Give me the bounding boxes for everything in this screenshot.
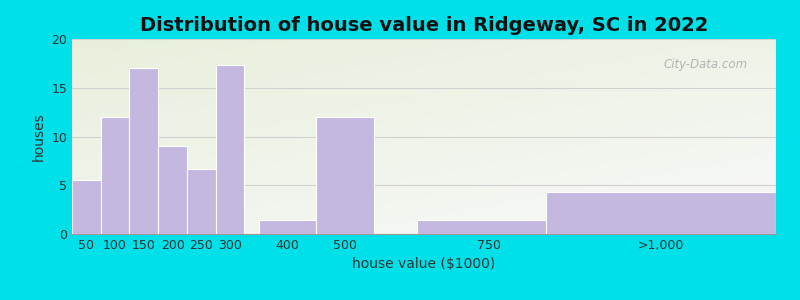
Bar — [546, 192, 776, 234]
Y-axis label: houses: houses — [32, 112, 46, 161]
Title: Distribution of house value in Ridgeway, SC in 2022: Distribution of house value in Ridgeway,… — [140, 16, 708, 35]
Bar — [130, 68, 158, 234]
Bar — [101, 117, 130, 234]
Bar — [417, 220, 561, 234]
Bar — [216, 65, 245, 234]
Text: City-Data.com: City-Data.com — [663, 58, 747, 71]
X-axis label: house value ($1000): house value ($1000) — [352, 257, 496, 272]
Bar — [316, 117, 374, 234]
Bar — [258, 220, 316, 234]
Bar — [72, 180, 101, 234]
Bar — [158, 146, 187, 234]
Bar — [187, 169, 216, 234]
